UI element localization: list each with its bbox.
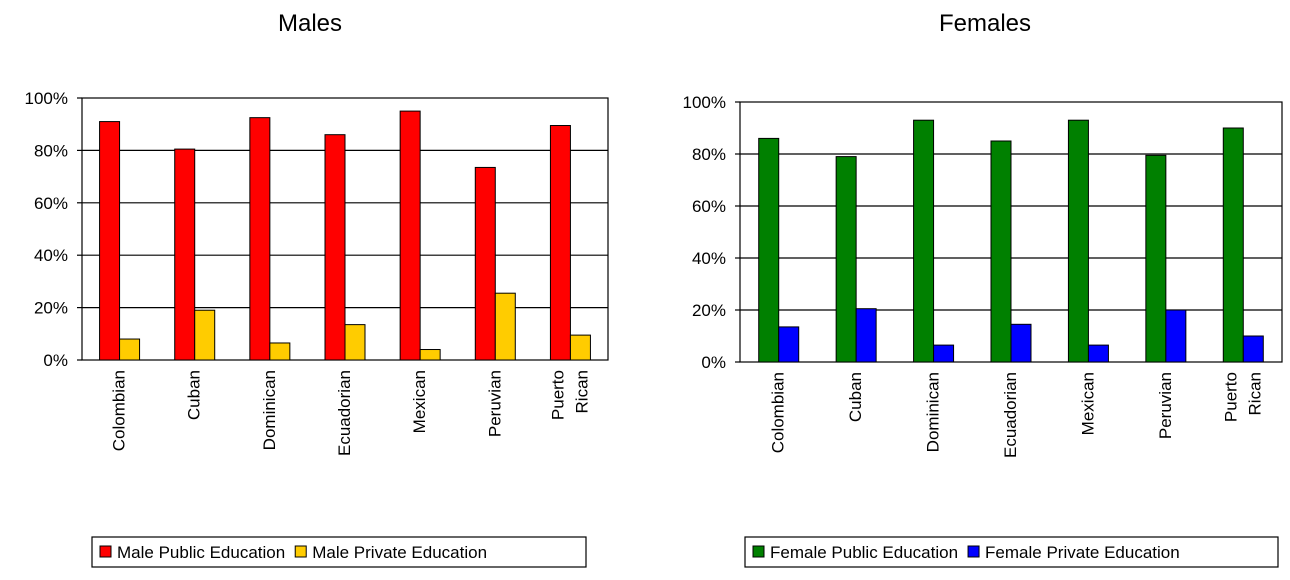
females-category-label: Cuban <box>846 372 865 422</box>
females-category-label: Rican <box>1245 372 1264 415</box>
males-y-tick-label: 20% <box>34 299 68 318</box>
males-bar-public <box>249 117 271 361</box>
males-category-label: Ecuadorian <box>335 370 354 456</box>
females-bar-public <box>758 137 780 363</box>
females-category-label: Ecuadorian <box>1001 372 1020 458</box>
females-title: Females <box>939 10 1031 37</box>
females-bar-public <box>835 156 857 363</box>
females-bar-public <box>913 119 935 363</box>
males-y-tick-label: 40% <box>34 246 68 265</box>
males-bar-public <box>549 125 571 361</box>
females-bar-private <box>778 326 800 363</box>
females-y-tick-label: 60% <box>692 197 726 216</box>
males-bar-private <box>419 349 441 361</box>
females-bar-public <box>990 140 1012 363</box>
males-bar-private <box>494 292 516 361</box>
males-legend-swatch <box>294 545 307 558</box>
males-legend <box>91 536 587 568</box>
males-y-tick-label: 60% <box>34 194 68 213</box>
males-category-label: Cuban <box>185 370 204 420</box>
females-y-tick-label: 40% <box>692 249 726 268</box>
females-category-label: Peruvian <box>1156 372 1175 439</box>
females-y-tick-label: 100% <box>683 93 726 112</box>
females-bar-public <box>1067 119 1089 363</box>
males-legend-label: Male Private Education <box>312 543 487 562</box>
males-chart: Males 0% 20% 40% 60% 80% 100% Colombian Cuban Dom… <box>25 10 609 568</box>
females-chart: Females 0% 20% 40% 60% 80% 100% Colombian Cuban D… <box>683 10 1283 568</box>
females-bar-private <box>1087 344 1109 363</box>
males-y-tick-label: 80% <box>34 141 68 160</box>
males-category-label: Dominican <box>260 370 279 450</box>
females-legend-label: Female Public Education <box>770 543 958 562</box>
males-bar-private <box>194 309 216 361</box>
males-category-label: Colombian <box>110 370 129 451</box>
males-bar-private <box>569 334 591 361</box>
females-y-tick-label: 0% <box>701 353 726 372</box>
females-bar-private <box>1010 323 1032 363</box>
males-bar-public <box>399 110 421 361</box>
males-category-label: Rican <box>572 370 591 413</box>
females-bar-private <box>1165 309 1187 363</box>
females-legend-swatch <box>752 545 765 558</box>
males-bar-private <box>119 338 141 361</box>
males-y-tick-label: 100% <box>25 89 68 108</box>
males-bar-public <box>99 121 121 361</box>
females-legend-swatch <box>967 545 980 558</box>
males-bar-private <box>344 324 366 361</box>
males-category-label: Peruvian <box>485 370 504 437</box>
females-y-tick-label: 80% <box>692 145 726 164</box>
males-bar-public <box>174 148 196 361</box>
males-legend-swatch <box>99 545 112 558</box>
males-bar-public <box>474 166 496 361</box>
females-y-tick-label: 20% <box>692 301 726 320</box>
females-bar-private <box>933 344 955 363</box>
females-bar-private <box>855 308 877 363</box>
males-category-label: Mexican <box>410 370 429 433</box>
males-y-tick-label: 0% <box>43 351 68 370</box>
males-category-label: Puerto <box>548 370 567 420</box>
females-legend <box>744 536 1279 568</box>
females-category-label: Puerto <box>1221 372 1240 422</box>
males-title: Males <box>278 10 342 37</box>
females-bar-private <box>1242 335 1264 363</box>
females-legend-label: Female Private Education <box>985 543 1180 562</box>
females-category-label: Colombian <box>769 372 788 453</box>
females-category-label: Dominican <box>924 372 943 452</box>
males-bar-public <box>324 134 346 361</box>
males-bar-private <box>269 342 291 361</box>
females-bar-public <box>1222 127 1244 363</box>
females-category-label: Mexican <box>1078 372 1097 435</box>
females-bar-public <box>1145 154 1167 363</box>
males-legend-label: Male Public Education <box>117 543 285 562</box>
